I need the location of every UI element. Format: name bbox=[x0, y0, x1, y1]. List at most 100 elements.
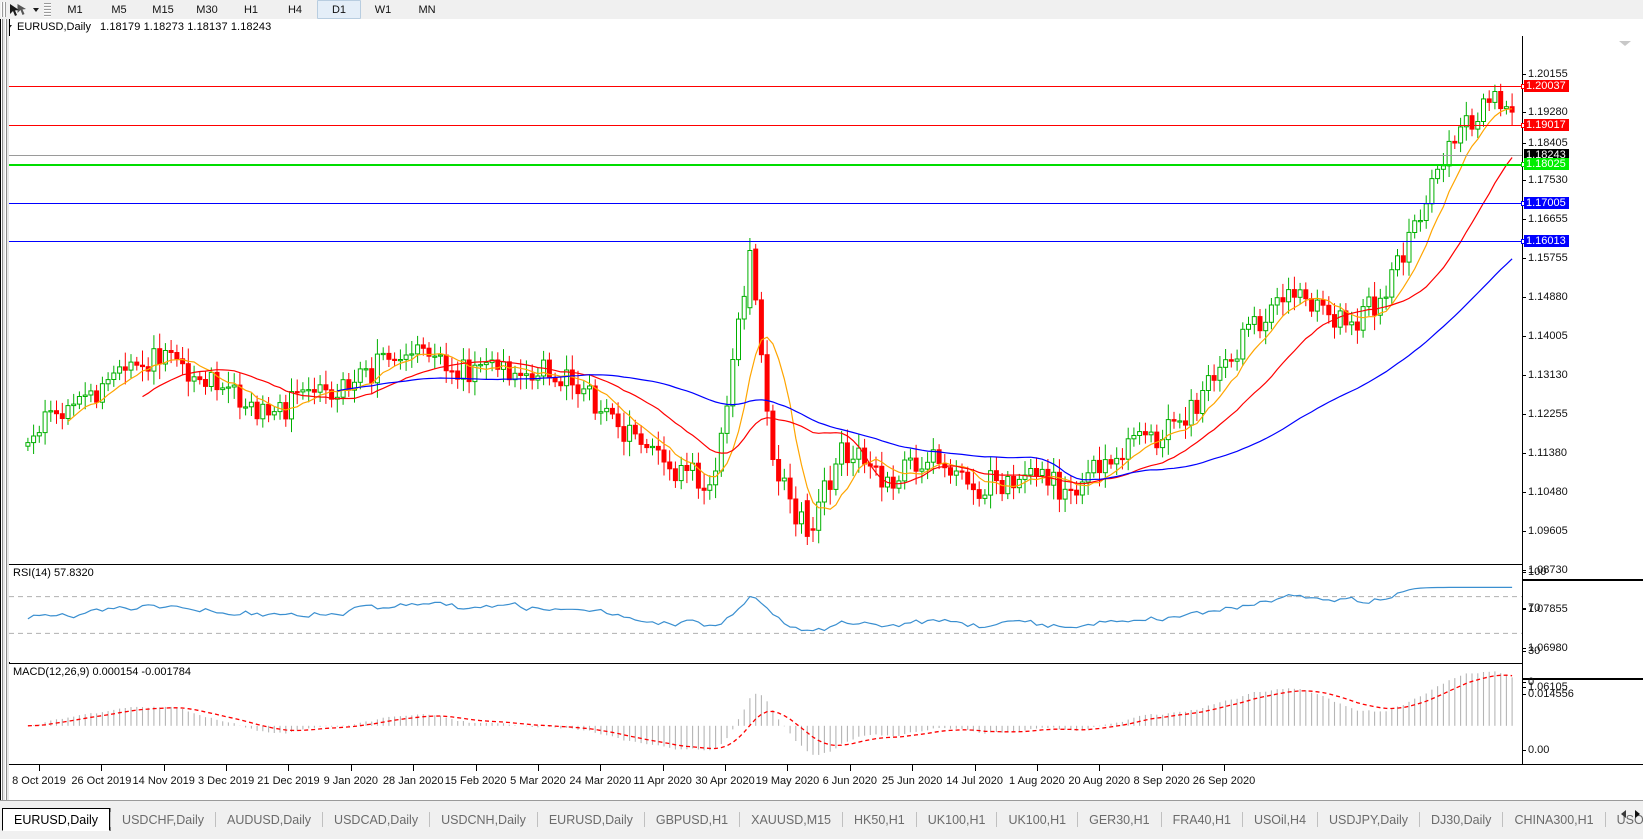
chart-tab-china300-h1[interactable]: CHINA300,H1 bbox=[1514, 812, 1594, 827]
horizontal-line-1-17005[interactable] bbox=[9, 201, 1526, 206]
price-label-1-18025[interactable]: 1.18025 bbox=[1524, 158, 1569, 170]
date-tick bbox=[1099, 765, 1101, 771]
timeframe-w1[interactable]: W1 bbox=[374, 3, 392, 16]
date-tick bbox=[350, 765, 352, 771]
chart-tab-usdcad-daily[interactable]: USDCAD,Daily bbox=[334, 812, 419, 827]
date-label: 24 Mar 2020 bbox=[569, 775, 632, 787]
chart-tab-hk50-h1[interactable]: HK50,H1 bbox=[854, 812, 905, 827]
tab-separator bbox=[536, 812, 538, 827]
date-label: 8 Oct 2019 bbox=[12, 775, 66, 787]
date-tick bbox=[787, 765, 789, 771]
toolbar-drag-handle[interactable] bbox=[1, 2, 7, 17]
tab-separator bbox=[996, 812, 998, 827]
chart-tab-usdchf-daily[interactable]: USDCHF,Daily bbox=[122, 812, 204, 827]
chart-tab-eurusd-daily[interactable]: EURUSD,Daily bbox=[2, 808, 111, 831]
date-label: 25 Jun 2020 bbox=[881, 775, 943, 787]
chart-tab-audusd-daily[interactable]: AUDUSD,Daily bbox=[227, 812, 312, 827]
tab-separator bbox=[429, 812, 431, 827]
date-label: 26 Oct 2019 bbox=[71, 775, 132, 787]
date-label: 11 Apr 2020 bbox=[633, 775, 692, 787]
horizontal-line-1-16013[interactable] bbox=[9, 239, 1526, 244]
timeframe-h1[interactable]: H1 bbox=[243, 3, 259, 16]
timeframe-m5[interactable]: M5 bbox=[111, 3, 127, 16]
date-label: 3 Dec 2019 bbox=[197, 775, 255, 787]
timeframe-d1[interactable]: D1 bbox=[317, 0, 361, 19]
macd-series bbox=[27, 671, 1513, 755]
price-pane[interactable] bbox=[9, 36, 1522, 574]
date-tick bbox=[974, 765, 976, 771]
date-label: 28 Jan 2020 bbox=[382, 775, 444, 787]
price-label-1-17005[interactable]: 1.17005 bbox=[1524, 197, 1569, 209]
rsi-indicator-label: RSI(14) 57.8320 bbox=[13, 567, 94, 579]
date-tick bbox=[600, 765, 602, 771]
timeframe-mn[interactable]: MN bbox=[418, 3, 436, 16]
price-label-1-16013[interactable]: 1.16013 bbox=[1524, 235, 1569, 247]
horizontal-line-1-18243[interactable] bbox=[9, 155, 1522, 156]
horizontal-line-1-18025[interactable] bbox=[9, 162, 1526, 167]
arrow-right-icon[interactable] bbox=[1635, 810, 1640, 818]
date-label: 5 Mar 2020 bbox=[510, 775, 566, 787]
tab-separator bbox=[215, 812, 216, 827]
tab-separator bbox=[1077, 812, 1079, 827]
chart-tab-ger30-h1[interactable]: GER30,H1 bbox=[1089, 812, 1150, 827]
toolbar-separator bbox=[44, 2, 51, 17]
timeframe-toolbar: M1 M5 M15 M30 H1 H4 D1 W1 MN bbox=[0, 0, 1643, 20]
date-tick bbox=[226, 765, 228, 771]
chart-tab-fra40-h1[interactable]: FRA40,H1 bbox=[1172, 812, 1231, 827]
tab-separator bbox=[110, 812, 112, 827]
horizontal-line-1-19017[interactable] bbox=[9, 123, 1526, 128]
tab-separator bbox=[1317, 812, 1319, 827]
chart-tab-usdcnh-daily[interactable]: USDCNH,Daily bbox=[441, 812, 526, 827]
tab-separator bbox=[643, 812, 645, 827]
price-axis[interactable]: 1.20155 1.19280 1.18405 1.17530 1.16655 1.157… bbox=[1522, 36, 1643, 792]
date-tick bbox=[475, 765, 477, 771]
date-tick bbox=[101, 765, 103, 771]
tab-separator bbox=[842, 812, 844, 827]
horizontal-line-1-20037[interactable] bbox=[9, 84, 1526, 89]
date-tick bbox=[662, 765, 664, 771]
price-label-1-20037[interactable]: 1.20037 bbox=[1524, 80, 1569, 92]
date-axis[interactable]: 8 Oct 2019 26 Oct 2019 14 Nov 2019 3 Dec 20… bbox=[9, 764, 1643, 800]
chevron-down-icon[interactable] bbox=[29, 1, 42, 18]
tab-separator bbox=[322, 812, 324, 827]
chart-tab-uk100-h1[interactable]: UK100,H1 bbox=[927, 812, 986, 827]
date-tick bbox=[288, 765, 290, 771]
arrow-left-icon[interactable] bbox=[1621, 810, 1626, 818]
date-label: 6 Jun 2020 bbox=[822, 775, 877, 787]
timeframe-m15[interactable]: M15 bbox=[152, 3, 174, 16]
tab-separator bbox=[1160, 812, 1162, 827]
date-tick bbox=[912, 765, 914, 771]
date-tick bbox=[725, 765, 727, 771]
date-label: 9 Jan 2020 bbox=[323, 775, 379, 787]
window-resize-marker bbox=[1619, 41, 1631, 46]
chart-tab-dj30-daily[interactable]: DJ30,Daily bbox=[1431, 812, 1492, 827]
timeframe-m30[interactable]: M30 bbox=[196, 3, 218, 16]
timeframe-h4[interactable]: H4 bbox=[287, 3, 303, 16]
date-label: 14 Nov 2019 bbox=[132, 775, 195, 787]
timeframe-m1[interactable]: M1 bbox=[67, 3, 83, 16]
cursor-crosshair-icon[interactable] bbox=[7, 1, 29, 18]
timeframe-list: M1 M5 M15 M30 H1 H4 D1 W1 MN bbox=[53, 0, 449, 19]
chart-tab-gbpusd-h1[interactable]: GBPUSD,H1 bbox=[655, 812, 729, 827]
date-tick bbox=[1161, 765, 1163, 771]
chart-tab-uk100-h1[interactable]: UK100,H1 bbox=[1008, 812, 1067, 827]
date-label: 8 Sep 2020 bbox=[1133, 775, 1190, 787]
date-label: 15 Feb 2020 bbox=[444, 775, 507, 787]
tab-separator bbox=[1241, 812, 1243, 827]
chart-tab-list: EURUSD,Daily USDCHF,Daily AUDUSD,Daily USDC… bbox=[0, 808, 1643, 831]
rsi-pane[interactable]: RSI(14) 57.8320 bbox=[9, 564, 1522, 662]
rsi-series bbox=[9, 586, 1522, 634]
chart-tab-usdjpy-daily[interactable]: USDJPY,Daily bbox=[1329, 812, 1408, 827]
chart-window: EURUSD,Daily 1.18179 1.18273 1.18137 1.1… bbox=[0, 19, 1643, 800]
tab-separator bbox=[915, 812, 917, 827]
chart-tab-eurusd-daily[interactable]: EURUSD,Daily bbox=[548, 812, 633, 827]
chart-tab-usoil-h4[interactable]: USOil,H4 bbox=[1253, 812, 1307, 827]
date-tick bbox=[413, 765, 415, 771]
chart-tab-xauusd-m15[interactable]: XAUUSD,M15 bbox=[751, 812, 832, 827]
price-label-1-19017[interactable]: 1.19017 bbox=[1524, 119, 1569, 131]
date-tick bbox=[849, 765, 851, 771]
candlestick-series bbox=[25, 83, 1515, 545]
macd-pane[interactable]: MACD(12,26,9) 0.000154 -0.001784 bbox=[9, 663, 1522, 764]
tab-separator bbox=[1419, 812, 1420, 827]
date-tick bbox=[163, 765, 165, 771]
